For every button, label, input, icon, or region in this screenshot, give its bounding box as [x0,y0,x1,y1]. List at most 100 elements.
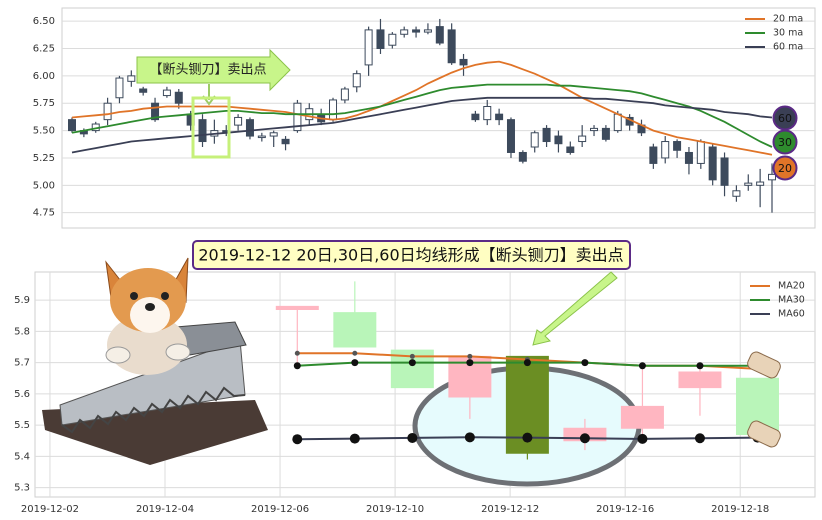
candle-body [542,127,551,143]
y-tick-label: 5.9 [14,295,30,306]
candle-body [483,106,492,121]
ma-marker [408,359,416,367]
candle-body [198,119,207,143]
ma-marker [464,432,475,443]
candle-body [554,135,563,145]
candle-body [601,127,610,140]
saw-teeth [61,386,246,434]
candle-body [127,75,136,82]
candle-body [245,119,254,137]
candle-body [744,182,753,186]
ma-marker [409,353,415,359]
ma-marker [579,433,590,444]
candle-body [696,141,705,164]
candle-body [768,173,776,181]
candle-body [151,102,160,121]
ma-marker [294,350,300,356]
ma-line [71,83,773,148]
knife-icon [747,420,781,448]
x-tick-label: 2019-12-10 [366,504,424,515]
candle-body [234,116,243,126]
candle-body [139,88,148,93]
candle-body [333,312,377,348]
dog-paw [105,346,131,364]
candle-body [649,146,658,164]
legend-label: 60 ma [773,42,803,53]
knife-icons [747,351,781,448]
y-tick-label: 5.00 [33,180,55,191]
annotation-arrow [136,48,291,92]
x-tick-label: 2019-12-16 [596,504,654,515]
candle-body [103,102,112,121]
candle-body [578,135,587,143]
ma-line [71,96,773,154]
dog-paw [165,343,191,361]
candle-body [566,146,575,153]
end-label-badge [772,155,798,181]
y-tick-label: 5.8 [14,326,30,337]
candle-body [257,135,266,139]
candle-body [68,119,76,132]
candle-body [376,29,385,49]
candle-body [613,113,622,132]
dog-nose [145,303,155,311]
ma-marker [522,432,533,443]
candle-body [708,146,717,181]
candle-body [720,157,729,186]
ma-marker [638,362,646,370]
y-tick-label: 5.7 [14,358,30,369]
candle-body [678,371,722,389]
candle-body [506,119,515,153]
candle-body [340,88,349,101]
candle-body [423,29,432,33]
candle-body [684,151,693,164]
x-tick-label: 2019-12-18 [711,504,769,515]
illustration [42,257,268,465]
end-label-badge [772,105,798,131]
legend-label: MA20 [778,281,805,292]
candle-body [661,141,670,159]
chart-title: 2019-12-12 20日,30日,60日均线形成【断头铡刀】卖出点 [198,246,623,265]
candle-body [756,181,765,186]
candle-body [162,89,171,97]
y-tick-label: 4.75 [33,208,55,219]
y-tick-label: 6.00 [33,71,55,82]
ma-marker [352,350,358,356]
legend-label: MA60 [778,309,805,320]
candle-body [673,141,682,151]
candle-body [732,190,741,197]
legend-label: 30 ma [773,28,803,39]
y-tick-label: 5.5 [14,420,30,431]
highlight-box [191,96,231,159]
legend-label: MA30 [778,295,805,306]
candle-body [495,113,504,121]
candle-body [590,127,599,132]
y-tick-label: 5.25 [33,153,55,164]
end-label: 30 [778,136,792,149]
x-tick-label: 2019-12-06 [251,504,309,515]
candle-body [352,73,361,88]
ma-marker [523,359,531,367]
y-tick-label: 6.50 [33,16,55,27]
ma-marker [293,362,301,370]
candle-body [293,102,302,132]
ma-marker [349,433,360,444]
candle-body [281,138,290,145]
y-tick-label: 6.25 [33,43,55,54]
candle-body [471,113,480,121]
candle-body [447,29,456,64]
candle-body [530,132,539,148]
ma-marker [696,362,704,370]
candle-body [459,58,468,66]
legend-label: 20 ma [773,14,803,25]
ma-marker [637,433,648,444]
candle-body [275,305,319,310]
candle-body [174,91,183,104]
title-box [192,240,631,270]
ma-marker [407,432,418,443]
candle-body [364,29,373,66]
ma-marker [292,434,303,445]
candle-body [435,26,444,44]
x-tick-label: 2019-12-04 [136,504,194,515]
